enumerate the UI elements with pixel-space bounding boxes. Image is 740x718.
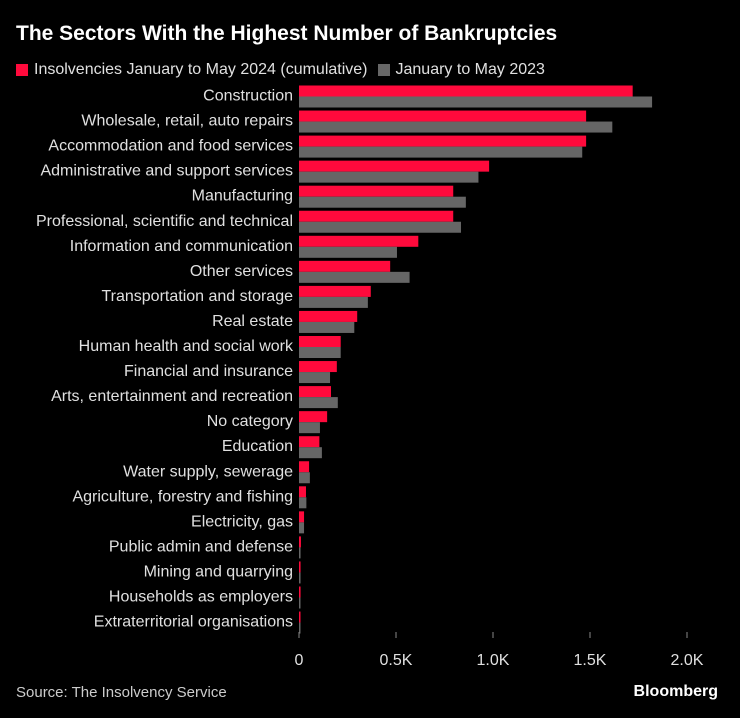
bar-2024	[299, 285, 371, 297]
bar-2023	[299, 296, 368, 308]
legend: Insolvencies January to May 2024 (cumula…	[16, 61, 555, 79]
bar-2024	[299, 110, 587, 122]
category-label: Construction	[203, 88, 293, 105]
category-label: Public admin and defense	[109, 538, 293, 555]
category-label: Education	[222, 438, 293, 455]
bar-2024	[299, 85, 633, 97]
bar-2023	[299, 121, 613, 133]
bar-2023	[299, 246, 397, 258]
bar-2023	[299, 472, 310, 484]
source-note: Source: The Insolvency Service	[16, 684, 227, 701]
bar-2023	[299, 497, 307, 509]
bar-2024	[299, 336, 341, 347]
bar-2023	[299, 221, 461, 233]
bar-2023	[299, 196, 466, 208]
bar-2023	[299, 171, 479, 183]
bar-2023	[299, 547, 301, 559]
bar-2024	[299, 235, 419, 247]
bar-2023	[299, 321, 355, 333]
category-label: Water supply, sewerage	[123, 463, 293, 480]
bar-2024	[299, 185, 454, 197]
x-tick-label: 0	[295, 652, 304, 669]
bar-2024	[299, 260, 391, 272]
bar-2024	[299, 536, 301, 548]
legend-item-2024: Insolvencies January to May 2024 (cumula…	[16, 61, 368, 79]
x-tick-label: 2.0K	[671, 652, 704, 669]
bar-2023	[299, 397, 338, 409]
category-label: Human health and social work	[79, 338, 294, 355]
category-label: Households as employers	[109, 589, 293, 606]
category-label: Real estate	[212, 313, 293, 330]
category-label: Agriculture, forestry and fishing	[72, 488, 293, 505]
bar-2024	[299, 586, 301, 598]
bar-2024	[299, 561, 301, 573]
x-tick-label: 1.0K	[477, 652, 510, 669]
bar-2024	[299, 210, 454, 222]
category-label: Information and communication	[70, 238, 293, 255]
legend-item-2023: January to May 2023	[377, 61, 545, 79]
bar-2024	[299, 160, 490, 172]
category-label: Manufacturing	[192, 188, 293, 205]
bar-2024	[299, 386, 332, 398]
category-label: Mining and quarrying	[144, 563, 293, 580]
bar-2023	[299, 372, 331, 384]
category-label: Other services	[190, 263, 293, 280]
bar-2023	[299, 597, 301, 609]
legend-swatch-2024	[16, 64, 28, 76]
bar-2024	[299, 436, 320, 448]
bar-2023	[299, 271, 410, 283]
category-label: Electricity, gas	[191, 513, 293, 530]
category-label: Transportation and storage	[101, 288, 293, 305]
bar-2024	[299, 411, 328, 423]
chart-title: The Sectors With the Highest Number of B…	[16, 22, 558, 45]
bar-2023	[299, 347, 341, 358]
bar-2023	[299, 96, 653, 108]
bar-2023	[299, 522, 305, 534]
bar-2023	[299, 622, 301, 634]
x-tick-label: 0.5K	[380, 652, 413, 669]
category-label: Financial and insurance	[124, 363, 293, 380]
category-label: Professional, scientific and technical	[36, 213, 293, 230]
legend-label-2023: January to May 2023	[395, 61, 545, 78]
bar-2023	[299, 572, 301, 584]
bar-2024	[299, 461, 310, 473]
bar-2024	[299, 361, 337, 373]
bar-2023	[299, 422, 320, 434]
bar-2024	[299, 135, 587, 147]
category-label: Administrative and support services	[40, 163, 293, 180]
legend-swatch-2023	[377, 64, 390, 76]
bar-2024	[299, 310, 358, 322]
bar-2024	[299, 611, 301, 623]
category-label: Arts, entertainment and recreation	[51, 388, 293, 405]
category-label: Extraterritorial organisations	[94, 614, 293, 631]
category-label: Wholesale, retail, auto repairs	[81, 113, 293, 130]
x-tick-label: 1.5K	[574, 652, 607, 669]
bloomberg-logo: Bloomberg	[633, 683, 718, 700]
bar-2023	[299, 146, 583, 158]
category-label: Accommodation and food services	[48, 138, 293, 155]
legend-label-2024: Insolvencies January to May 2024 (cumula…	[34, 61, 368, 78]
bar-2024	[299, 511, 305, 523]
bar-2023	[299, 447, 322, 459]
bar-2024	[299, 486, 306, 498]
category-label: No category	[207, 413, 293, 430]
